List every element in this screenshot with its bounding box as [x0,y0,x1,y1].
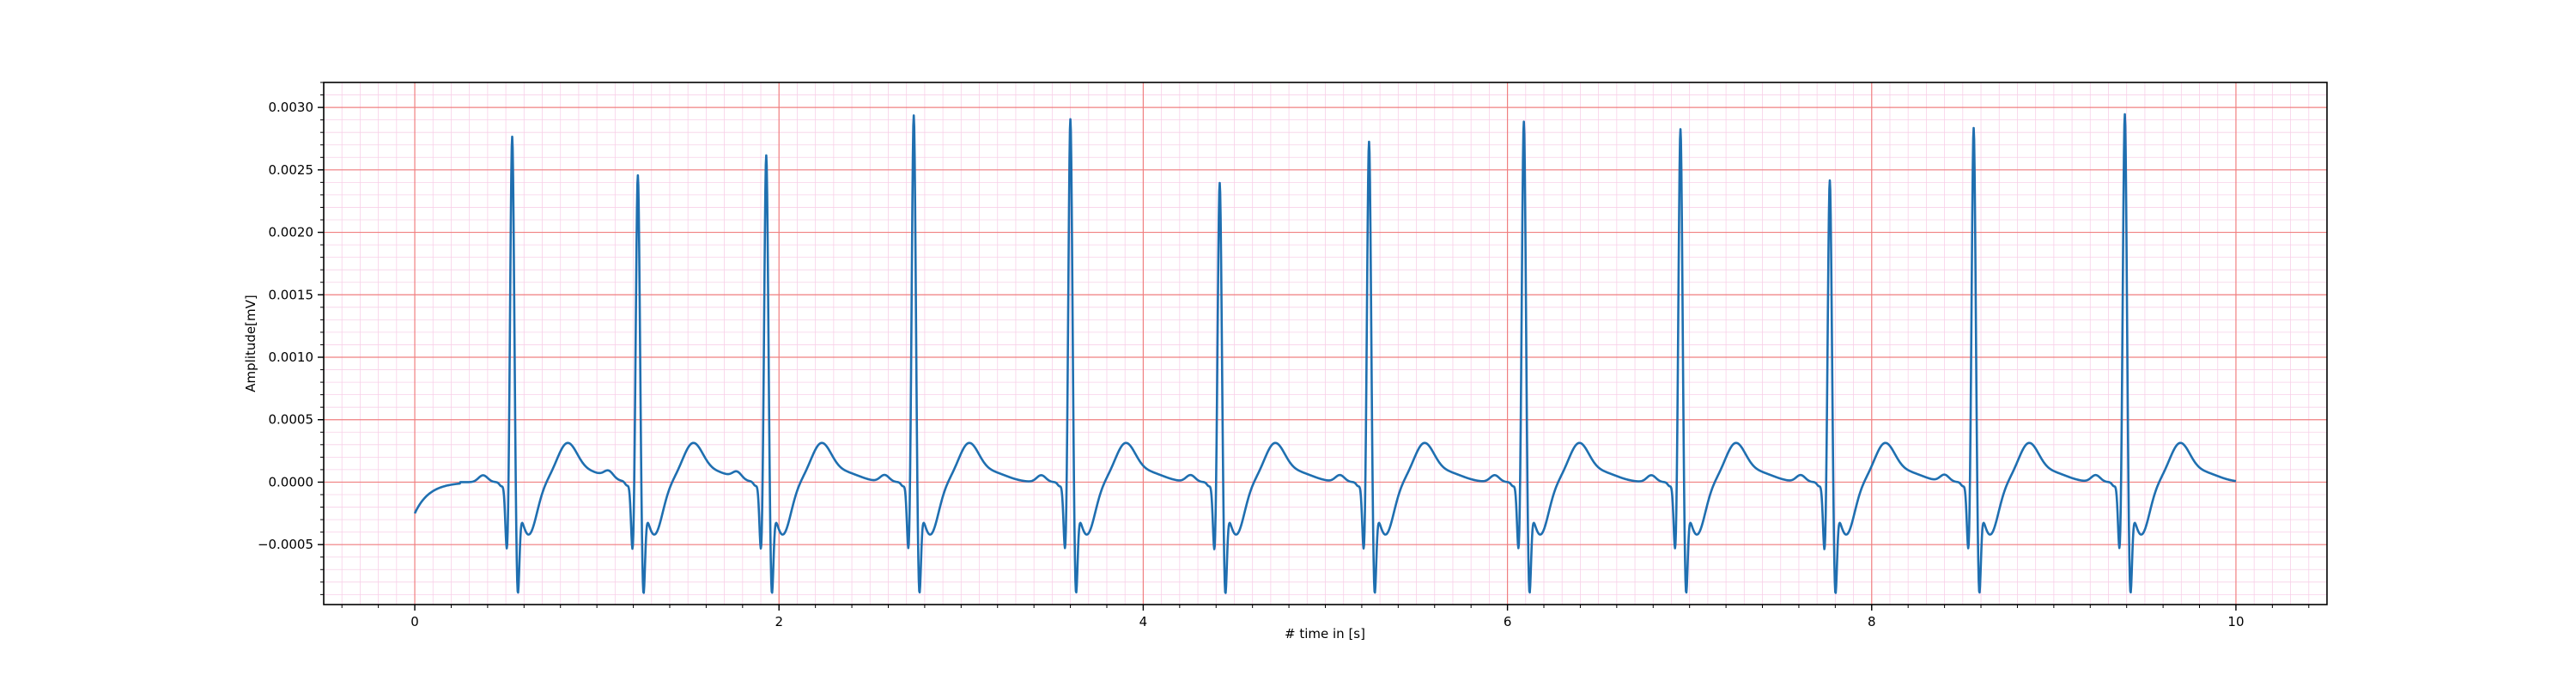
y-tick-label: 0.0000 [269,474,314,489]
y-tick-label: −0.0005 [258,537,313,552]
x-axis-ticks: 0 2 4 6 8 10 [341,605,2310,629]
x-tick-label: 0 [410,614,419,629]
minor-grid [323,82,2328,605]
plot-area: 0 2 4 6 8 10 −0.0005 0.0000 0.0005 0.0010 0.0015 0… [258,82,2328,629]
x-tick-label: 10 [2227,614,2244,629]
y-tick-label: 0.0020 [269,225,314,240]
major-grid [324,82,2327,605]
y-tick-label: 0.0010 [269,350,314,365]
y-tick-label: 0.0015 [269,287,314,302]
x-axis-label: # time in [s] [1285,626,1365,641]
y-tick-label: 0.0025 [269,162,314,178]
y-tick-label: 0.0030 [269,100,314,115]
y-axis-ticks: −0.0005 0.0000 0.0005 0.0010 0.0015 0.0020 0.0… [258,82,324,595]
y-axis-label: Amplitude[mV] [243,295,258,392]
x-tick-label: 8 [1868,614,1876,629]
ecg-signal-line [413,112,2237,594]
x-tick-label: 2 [775,614,783,629]
x-tick-label: 4 [1139,614,1148,629]
y-tick-label: 0.0005 [269,412,314,428]
x-tick-label: 6 [1504,614,1512,629]
